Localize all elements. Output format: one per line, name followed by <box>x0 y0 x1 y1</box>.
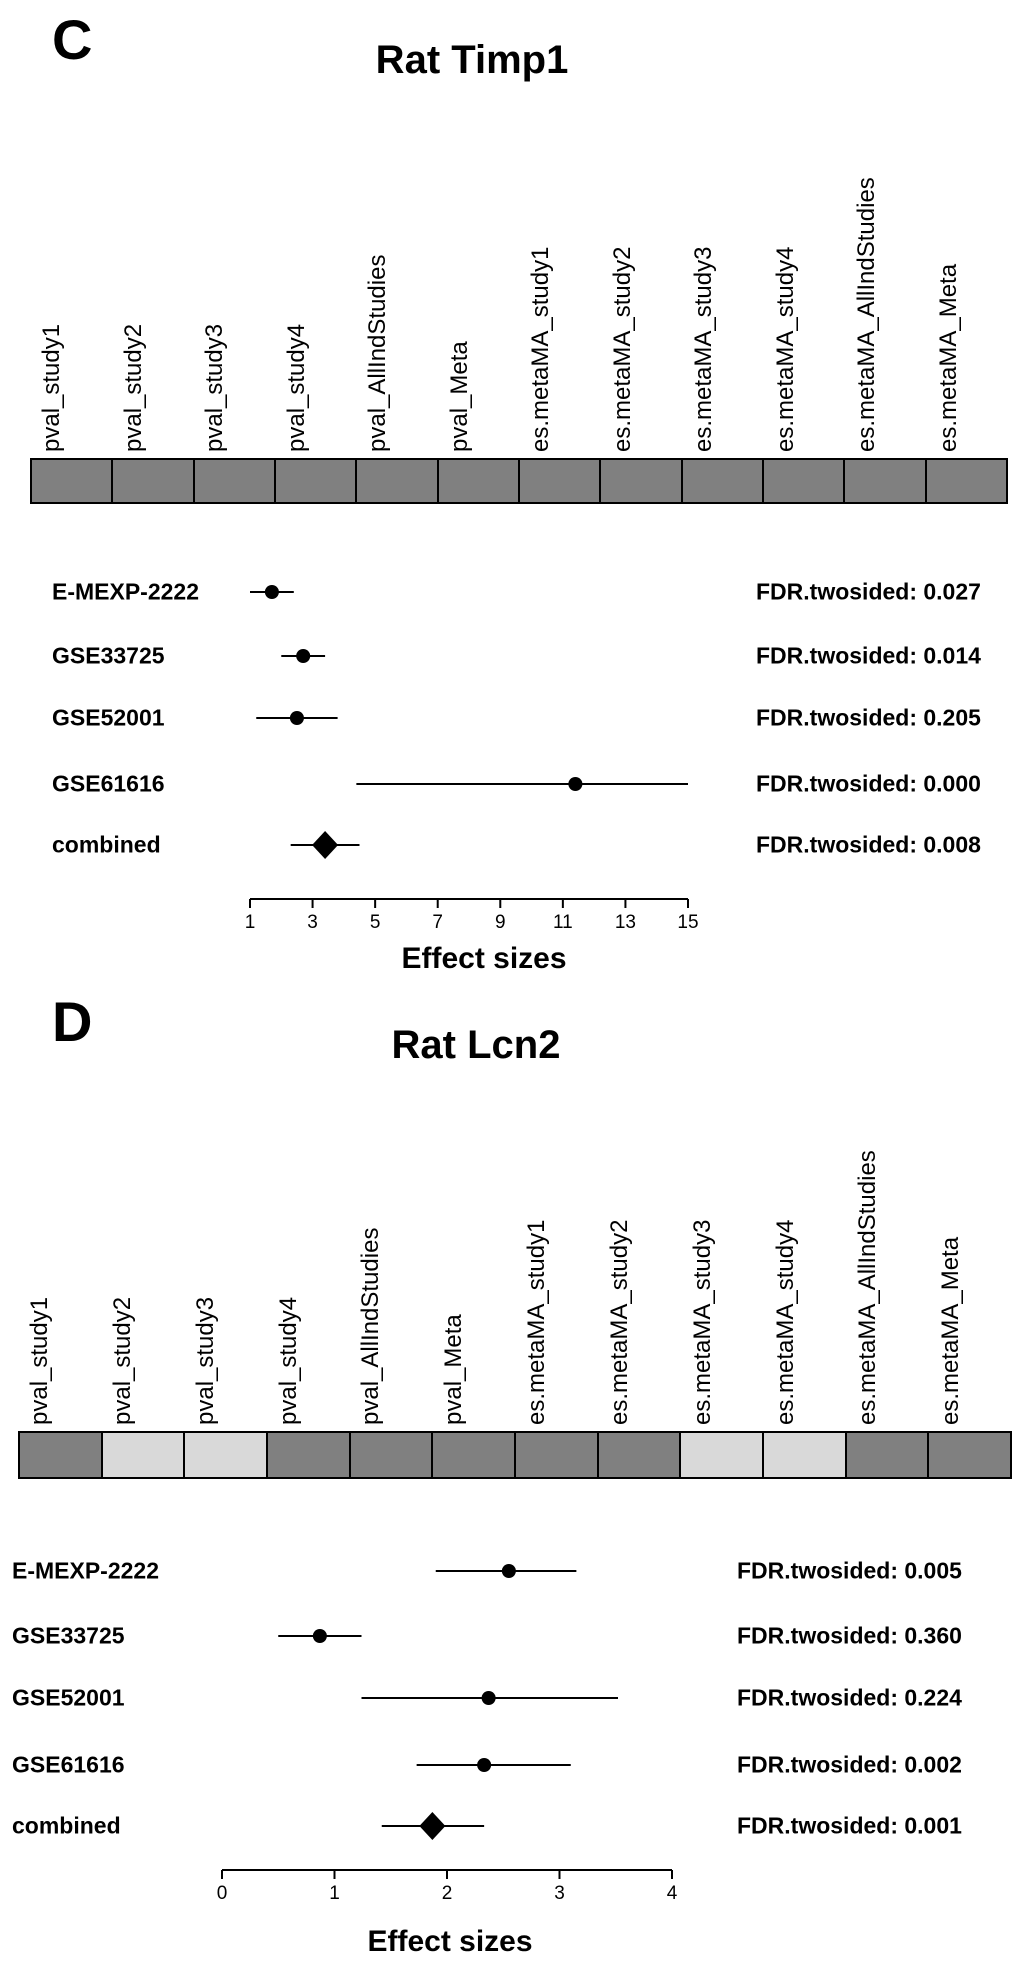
heatmap-cell <box>433 1433 517 1477</box>
x-tick-label: 4 <box>667 1883 678 1904</box>
heatmap-cell <box>929 1433 1011 1477</box>
study-label: combined <box>52 831 161 858</box>
x-axis-title: Effect sizes <box>367 1925 533 1958</box>
fdr-value: FDR.twosided: 0.000 <box>756 770 981 797</box>
panel-letter: C <box>52 8 93 71</box>
study-label: GSE52001 <box>52 704 165 731</box>
fdr-value: FDR.twosided: 0.002 <box>737 1751 962 1778</box>
x-tick-label: 13 <box>615 912 636 933</box>
x-tick-label: 0 <box>217 1883 228 1904</box>
study-label: combined <box>12 1812 121 1839</box>
chart-title: Rat Lcn2 <box>391 1023 561 1067</box>
heatmap-strip <box>30 458 1008 504</box>
fdr-value: FDR.twosided: 0.005 <box>737 1557 962 1584</box>
heatmap-strip <box>18 1431 1012 1479</box>
heatmap-cell <box>763 460 846 502</box>
heatmap-cell <box>438 460 520 502</box>
x-axis-title: Effect sizes <box>401 942 567 975</box>
x-tick-label: 3 <box>307 912 318 933</box>
effect-size-point <box>264 585 279 599</box>
heatmap-cell <box>764 1433 847 1477</box>
heatmap-cell <box>598 1433 682 1477</box>
x-tick-label: 3 <box>554 1883 565 1904</box>
heatmap-cell <box>32 460 114 502</box>
x-tick-label: 2 <box>442 1883 453 1904</box>
fdr-value: FDR.twosided: 0.205 <box>756 704 981 731</box>
x-tick-label: 1 <box>329 1883 340 1904</box>
heatmap-cell <box>519 460 602 502</box>
panel-c: C Rat Timp1 pval_study1 pval_study2 pval_s… <box>30 8 1008 975</box>
heatmap-cell <box>268 1433 351 1477</box>
x-tick-label: 11 <box>553 912 573 933</box>
effect-size-point <box>501 1564 516 1578</box>
fdr-value: FDR.twosided: 0.008 <box>756 831 981 858</box>
effect-size-point <box>568 777 583 791</box>
x-tick-label: 1 <box>245 912 256 933</box>
effect-size-point <box>296 649 311 663</box>
heatmap-cell <box>845 460 927 502</box>
heatmap-cell <box>681 1433 765 1477</box>
x-tick-label: 9 <box>495 912 506 933</box>
heatmap-cell <box>275 460 358 502</box>
x-tick-label: 7 <box>432 912 443 933</box>
study-label: GSE52001 <box>12 1684 125 1711</box>
study-label: E-MEXP-2222 <box>52 578 200 605</box>
heatmap-cell <box>20 1433 103 1477</box>
study-label: E-MEXP-2222 <box>12 1557 160 1584</box>
heatmap-cell <box>350 1433 434 1477</box>
heatmap-cell <box>846 1433 930 1477</box>
heatmap-cell <box>357 460 439 502</box>
heatmap-cell <box>926 460 1006 502</box>
effect-size-point <box>289 711 304 725</box>
heatmap-cell <box>601 460 683 502</box>
x-tick-label: 15 <box>677 912 698 933</box>
fdr-value: FDR.twosided: 0.360 <box>737 1622 962 1649</box>
fdr-value: FDR.twosided: 0.014 <box>756 642 981 669</box>
heatmap-cell <box>185 1433 269 1477</box>
forest-plot: 1 3 5 7 9 11 13 15 <box>245 585 699 933</box>
combined-estimate-diamond <box>312 831 339 859</box>
panel-d: D Rat Lcn2 pval_study1 pval_study2 pval_st… <box>0 985 1024 1966</box>
effect-size-point <box>477 1758 492 1772</box>
fdr-value: FDR.twosided: 0.027 <box>756 578 981 605</box>
study-label: GSE61616 <box>52 770 165 797</box>
panel-letter: D <box>52 990 93 1053</box>
study-label: GSE33725 <box>52 642 165 669</box>
heatmap-cell <box>102 1433 186 1477</box>
fdr-value: FDR.twosided: 0.224 <box>737 1684 962 1711</box>
heatmap-cell <box>516 1433 599 1477</box>
study-label: GSE61616 <box>12 1751 125 1778</box>
study-label: GSE33725 <box>12 1622 125 1649</box>
effect-size-point <box>312 1629 327 1643</box>
combined-estimate-diamond <box>419 1812 446 1840</box>
x-tick-label: 5 <box>370 912 381 933</box>
forest-plot: 0 1 2 3 4 <box>217 1564 678 1904</box>
effect-size-point <box>481 1691 496 1705</box>
heatmap-cell <box>194 460 276 502</box>
heatmap-cell <box>682 460 764 502</box>
fdr-value: FDR.twosided: 0.001 <box>737 1812 962 1839</box>
heatmap-cell <box>113 460 195 502</box>
chart-title: Rat Timp1 <box>375 38 569 82</box>
